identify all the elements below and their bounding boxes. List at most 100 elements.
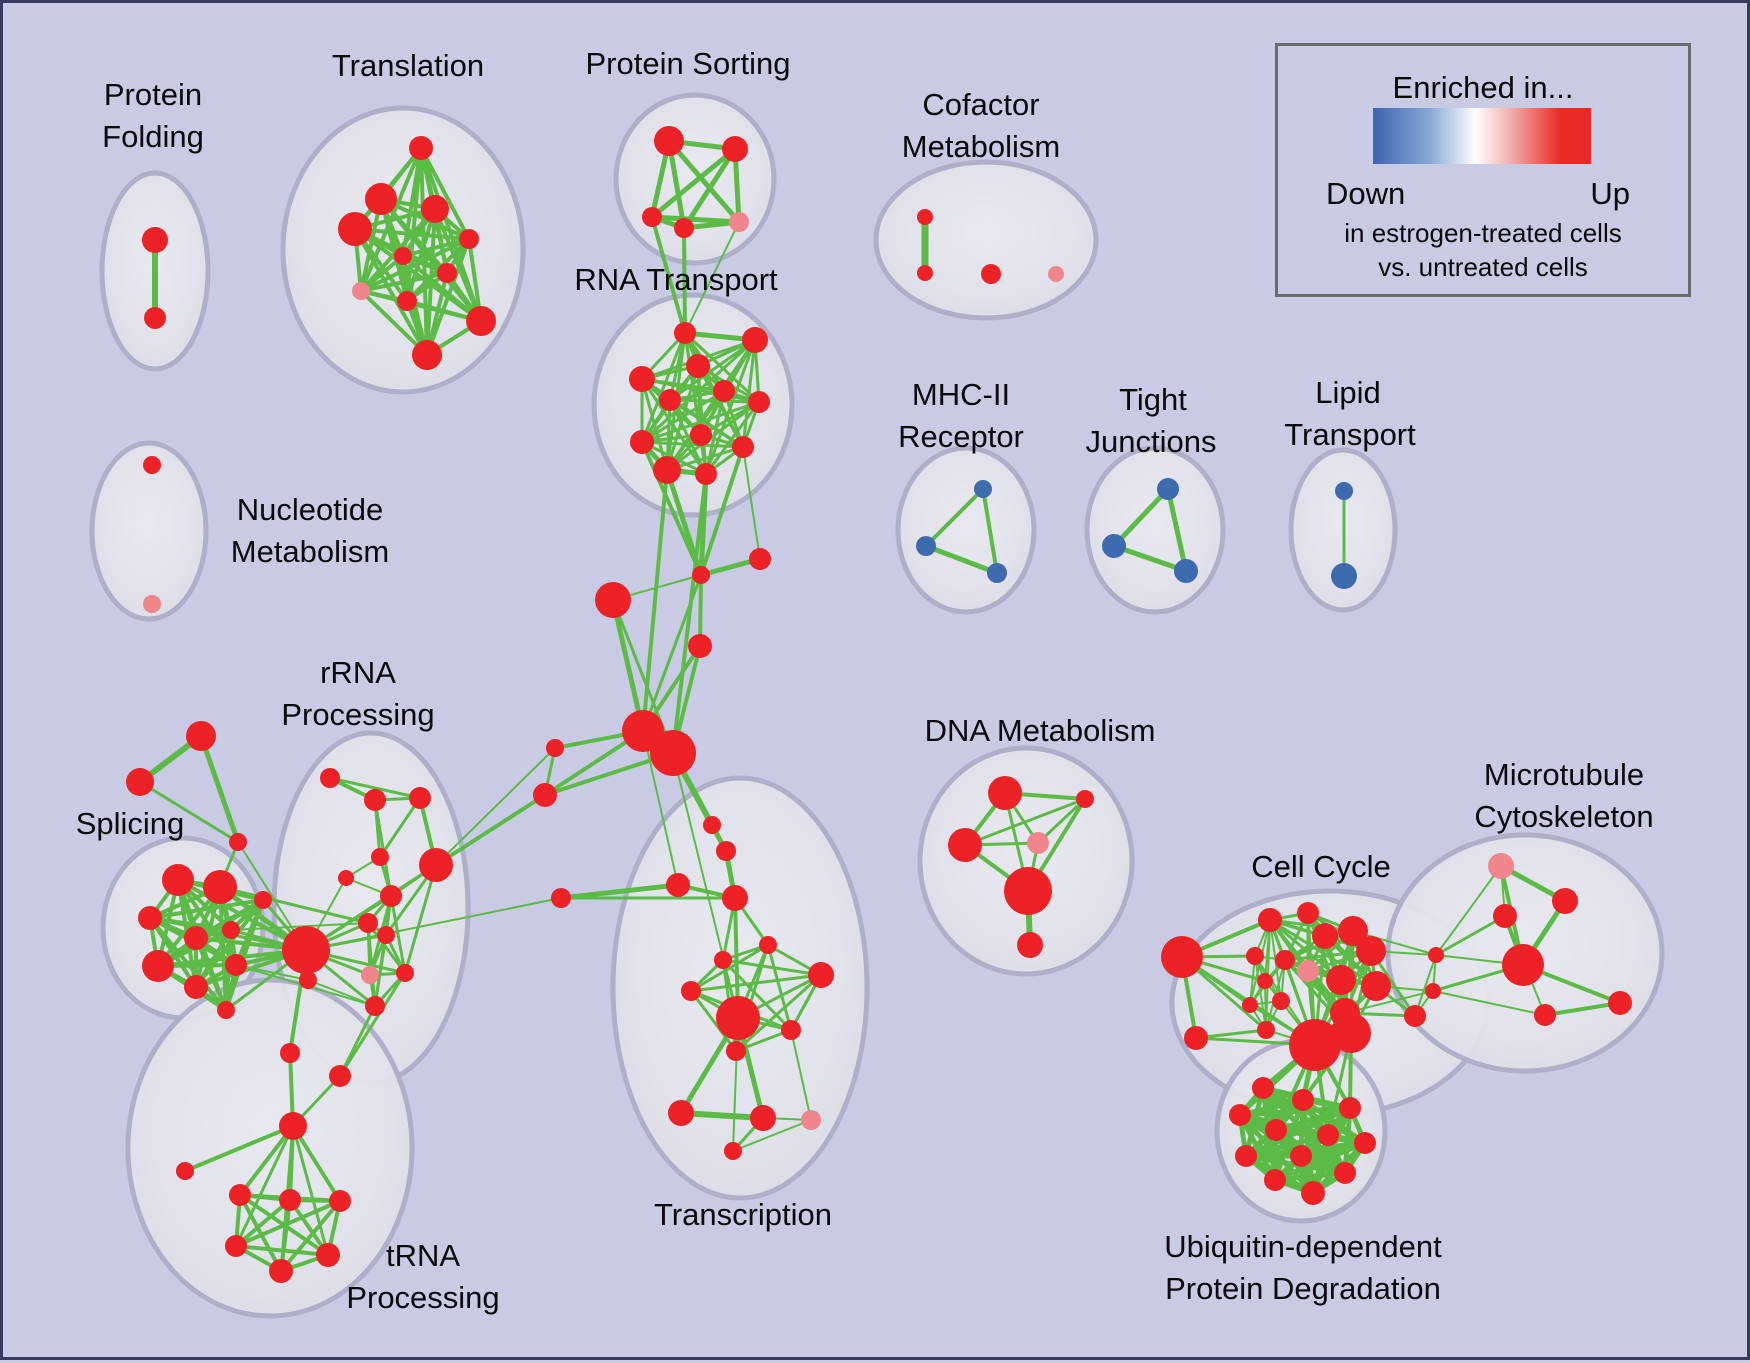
edge-tr4-tr10: [425, 237, 471, 357]
node-rr4: [419, 848, 453, 882]
edge-ps1-ps3: [681, 146, 738, 231]
cluster-label-translation: Translation: [332, 48, 484, 83]
node-tx0: [703, 816, 721, 834]
node-cf3: [1048, 266, 1064, 282]
cluster-ellipse-tight-junctions: [1084, 445, 1226, 615]
edge-tn2-tn7: [238, 1193, 283, 1273]
edge-rt4-rt11: [704, 389, 726, 476]
legend-gradient-bar: [1373, 108, 1591, 164]
edge-hb4-tx2: [642, 730, 679, 886]
node-cc6: [1246, 947, 1264, 965]
cluster-label-tight-junctions: Tight: [1119, 382, 1187, 417]
node-cf2: [981, 264, 1001, 284]
node-cc8: [1297, 960, 1319, 982]
cluster-label-lipid-transport: Transport: [1284, 417, 1416, 452]
cluster-label-nucleotide-metabolism: Metabolism: [231, 534, 390, 569]
cluster-label-nucleotide-metabolism: Nucleotide: [237, 492, 383, 527]
node-rt1: [742, 327, 768, 353]
node-ub7: [1235, 1145, 1257, 1167]
node-sp1: [203, 870, 237, 904]
cluster-label-tight-junctions: Junctions: [1086, 424, 1217, 459]
edge-ps2-rt0: [650, 215, 687, 335]
node-dm2: [948, 828, 982, 862]
node-cc3: [1297, 902, 1319, 924]
cluster-ellipse-transcription: [610, 775, 870, 1201]
legend-caption-line2: vs. untreated cells: [1378, 252, 1588, 282]
edge-tx4-tx9: [766, 943, 793, 1032]
node-tj0: [1157, 478, 1179, 500]
edge-tx13-tx14: [732, 1119, 812, 1152]
node-mh1: [916, 536, 936, 556]
edge-mh1-mh2: [923, 543, 1000, 576]
edge-hb8-tx2: [558, 882, 681, 901]
node-dm0: [988, 776, 1022, 810]
cluster-labels: Protein Folding Translation Protein Sorting…: [76, 46, 1654, 1315]
node-tr3: [338, 212, 372, 246]
cluster-label-rna-transport: RNA Transport: [574, 262, 778, 297]
node-pf1: [144, 307, 166, 329]
cluster-label-protein-folding: Protein: [104, 77, 202, 112]
edge-tx13-tx9: [790, 1029, 812, 1121]
node-tx5: [714, 951, 732, 969]
node-hubS2: [299, 971, 317, 989]
edge-tr0-tr4: [419, 146, 471, 241]
node-pf0: [142, 227, 168, 253]
node-cf0: [917, 209, 933, 225]
cluster-label-ubiquitin-degradation: Protein Degradation: [1165, 1271, 1441, 1306]
node-cc7: [1275, 950, 1295, 970]
edge-tj0-tj2: [1165, 486, 1189, 574]
legend-down-label: Down: [1326, 176, 1406, 211]
edge-st0-st2: [198, 733, 241, 845]
node-ps3: [674, 218, 694, 238]
node-tj1: [1102, 534, 1126, 558]
edge-rt3-rt6: [640, 377, 761, 404]
node-cn1: [1425, 983, 1441, 999]
node-rt3: [629, 366, 655, 392]
cluster-label-cofactor-metabolism: Metabolism: [902, 129, 1061, 164]
node-rt5: [659, 389, 681, 411]
node-ub3: [1339, 1097, 1361, 1119]
edge-tn0-tn6: [291, 1124, 330, 1257]
node-hubS: [282, 926, 330, 974]
edge-dm1-dm2: [963, 797, 1087, 847]
cluster-label-protein-sorting: Protein Sorting: [585, 46, 790, 81]
edge-rt6-rt8: [640, 400, 761, 444]
edge-rt9-hb0: [699, 445, 745, 577]
node-ub11: [1301, 1181, 1325, 1205]
node-hb5: [650, 730, 696, 776]
node-tr5: [394, 247, 412, 265]
node-rt2: [686, 354, 710, 378]
edge-tr3-tr10: [353, 227, 429, 357]
node-rt7: [690, 424, 712, 446]
node-rt10: [653, 456, 681, 484]
node-rt9: [732, 436, 754, 458]
cluster-label-protein-folding: Folding: [102, 119, 204, 154]
node-ps2: [642, 207, 662, 227]
node-cc12: [1257, 973, 1273, 989]
edge-tr7-tr10: [359, 289, 429, 357]
node-tr7: [352, 282, 370, 300]
cluster-label-trna-processing: Processing: [346, 1280, 499, 1315]
edge-cn0-mt2: [1434, 914, 1507, 957]
node-cc0: [1161, 936, 1203, 978]
edge-tn0-tn2: [238, 1124, 295, 1197]
node-rr6: [380, 885, 402, 907]
node-ub6: [1354, 1132, 1376, 1154]
cluster-label-rrna-processing: Processing: [281, 697, 434, 732]
node-rr9: [396, 964, 414, 982]
node-rr10: [361, 966, 379, 984]
node-mt5: [1534, 1004, 1556, 1026]
cluster-ellipse-nucleotide-metabolism: [89, 440, 209, 622]
node-tx9: [781, 1020, 801, 1040]
node-cc20: [1331, 1013, 1371, 1053]
node-mh2: [987, 563, 1007, 583]
node-hb0: [692, 566, 710, 584]
edge-tn4-tn7: [279, 1199, 342, 1273]
edge-tn3-tn5: [234, 1198, 292, 1248]
node-cc11: [1361, 971, 1391, 1001]
node-st0: [186, 721, 216, 751]
cluster-label-microtubule-cytoskeleton: Cytoskeleton: [1474, 799, 1653, 834]
node-tx2: [666, 873, 690, 897]
edge-tr5-tr7: [359, 254, 405, 293]
